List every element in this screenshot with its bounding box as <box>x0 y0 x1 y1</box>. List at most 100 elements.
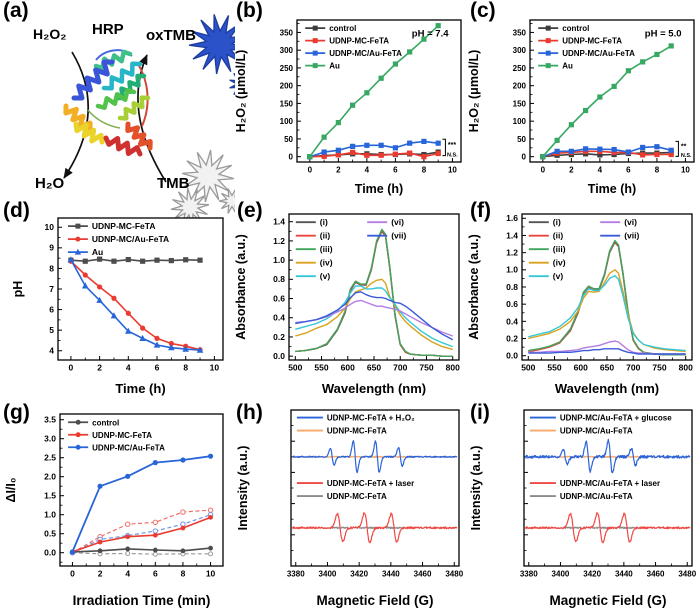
svg-text:5: 5 <box>49 325 54 335</box>
svg-text:(vii): (vii) <box>391 231 406 241</box>
oxtmb-label: oxTMB <box>146 27 196 44</box>
svg-text:800: 800 <box>446 363 460 373</box>
svg-text:(vi): (vi) <box>624 217 637 227</box>
svg-text:50: 50 <box>284 135 293 144</box>
svg-text:0.5: 0.5 <box>44 529 56 539</box>
svg-text:2.0: 2.0 <box>44 472 56 482</box>
svg-text:Time (h): Time (h) <box>588 182 636 196</box>
svg-text:200: 200 <box>280 82 294 91</box>
svg-text:6: 6 <box>153 569 158 579</box>
panel-d-label: (d) <box>3 199 30 222</box>
svg-text:0: 0 <box>522 153 527 162</box>
svg-text:3480: 3480 <box>678 570 696 579</box>
svg-text:50: 50 <box>517 135 526 144</box>
svg-text:UDNP-MC-FeTA: UDNP-MC-FeTA <box>329 37 389 46</box>
svg-text:(vii): (vii) <box>624 231 639 241</box>
svg-text:Intensity (a.u.): Intensity (a.u.) <box>469 446 483 531</box>
svg-text:Au: Au <box>329 62 340 71</box>
svg-text:1.5: 1.5 <box>44 491 56 501</box>
svg-text:3480: 3480 <box>445 570 463 579</box>
svg-text:Time (h): Time (h) <box>355 182 403 196</box>
svg-text:pH = 5.0: pH = 5.0 <box>645 28 682 39</box>
svg-text:0: 0 <box>541 166 546 175</box>
svg-text:2.5: 2.5 <box>44 453 56 463</box>
svg-text:10: 10 <box>206 569 216 579</box>
svg-text:0: 0 <box>308 166 313 175</box>
svg-text:pH: pH <box>11 281 25 298</box>
panel-c-label: (c) <box>470 0 496 22</box>
svg-text:1.2: 1.2 <box>506 248 518 258</box>
svg-text:UDNP-MC/Au-FeTA: UDNP-MC/Au-FeTA <box>560 427 633 436</box>
svg-text:(iii): (iii) <box>320 244 333 254</box>
svg-text:UDNP-MC-FeTA: UDNP-MC-FeTA <box>562 37 622 46</box>
svg-text:150: 150 <box>513 99 527 108</box>
svg-text:control: control <box>329 24 356 33</box>
svg-text:2: 2 <box>569 166 574 175</box>
svg-text:0.0: 0.0 <box>273 351 285 361</box>
svg-text:UDNP-MC/Au-FeTA: UDNP-MC/Au-FeTA <box>562 49 635 58</box>
svg-text:1.0: 1.0 <box>506 265 518 275</box>
svg-text:9: 9 <box>49 243 54 253</box>
svg-text:control: control <box>92 418 119 427</box>
svg-text:10: 10 <box>448 166 457 175</box>
svg-text:H₂O₂ (μmol/L): H₂O₂ (μmol/L) <box>467 50 481 133</box>
svg-text:0.0: 0.0 <box>506 351 518 361</box>
svg-text:ΔI/I₀: ΔI/I₀ <box>4 477 18 502</box>
svg-text:6: 6 <box>49 304 54 314</box>
svg-text:Absorbance (a.u.): Absorbance (a.u.) <box>467 234 481 340</box>
svg-text:6: 6 <box>626 166 631 175</box>
svg-text:600: 600 <box>574 363 588 373</box>
chart-ph-vs-time: 0 2 4 6 8 10 4 5 6 7 8 9 10 Time (h) pH UDNP-MC-FeTA UDN… <box>11 217 224 396</box>
svg-text:700: 700 <box>393 363 407 373</box>
svg-text:0: 0 <box>289 153 294 162</box>
svg-text:750: 750 <box>419 363 433 373</box>
svg-text:3440: 3440 <box>382 570 400 579</box>
chart-absorbance-spectra-2: 500 550 600 650 700 750 800 0.0 0.2 0.4 0.6 0.8 1.0 1… <box>467 213 693 396</box>
svg-text:2: 2 <box>336 166 341 175</box>
svg-text:4: 4 <box>49 346 54 356</box>
svg-text:250: 250 <box>280 64 294 73</box>
svg-text:10: 10 <box>210 363 220 373</box>
svg-text:(v): (v) <box>320 271 331 281</box>
svg-text:8: 8 <box>655 166 660 175</box>
svg-text:700: 700 <box>626 363 640 373</box>
svg-text:550: 550 <box>314 363 328 373</box>
svg-text:3400: 3400 <box>319 570 337 579</box>
svg-text:3380: 3380 <box>287 570 305 579</box>
svg-text:8: 8 <box>422 166 427 175</box>
svg-text:1.0: 1.0 <box>44 510 56 520</box>
svg-text:UDNP-MC-FeTA + laser: UDNP-MC-FeTA + laser <box>327 479 414 488</box>
svg-text:control: control <box>562 24 589 33</box>
svg-text:4: 4 <box>126 363 131 373</box>
svg-text:Magnetic Field (G): Magnetic Field (G) <box>316 593 433 608</box>
svg-text:**: ** <box>681 144 687 151</box>
svg-text:550: 550 <box>547 363 561 373</box>
svg-text:N.S.: N.S. <box>447 152 458 158</box>
svg-text:6: 6 <box>393 166 398 175</box>
svg-text:UDNP-MC-FeTA + H₂O₂: UDNP-MC-FeTA + H₂O₂ <box>327 414 415 423</box>
svg-text:(ii): (ii) <box>553 231 564 241</box>
svg-text:0.2: 0.2 <box>273 332 285 342</box>
svg-text:3440: 3440 <box>615 570 633 579</box>
svg-text:UDNP-MC-FeTA: UDNP-MC-FeTA <box>327 492 387 501</box>
svg-text:(iv): (iv) <box>320 258 333 268</box>
svg-text:3420: 3420 <box>583 570 601 579</box>
svg-text:0.6: 0.6 <box>506 299 518 309</box>
hrp-label: HRP <box>92 21 124 38</box>
tmb-label: TMB <box>157 175 190 192</box>
panel-h-label: (h) <box>236 401 263 424</box>
svg-text:1.2: 1.2 <box>273 236 285 246</box>
svg-text:650: 650 <box>600 363 614 373</box>
svg-text:UDNP-MC/Au-FeTA: UDNP-MC/Au-FeTA <box>92 234 169 244</box>
svg-text:8: 8 <box>183 363 188 373</box>
svg-text:UDNP-MC/Au-FeTA + laser: UDNP-MC/Au-FeTA + laser <box>560 479 660 488</box>
svg-text:0.4: 0.4 <box>273 313 285 323</box>
svg-text:(v): (v) <box>553 271 564 281</box>
svg-text:4: 4 <box>598 166 603 175</box>
chart-delta-i-vs-irradiation-time: 0 2 4 6 8 10 0.0 0.5 1.0 1.5 2.0 2.5 3.0 3.5 Irradiati… <box>4 413 224 608</box>
panel-i-label: (i) <box>470 401 490 424</box>
svg-text:pH = 7.4: pH = 7.4 <box>412 28 449 39</box>
